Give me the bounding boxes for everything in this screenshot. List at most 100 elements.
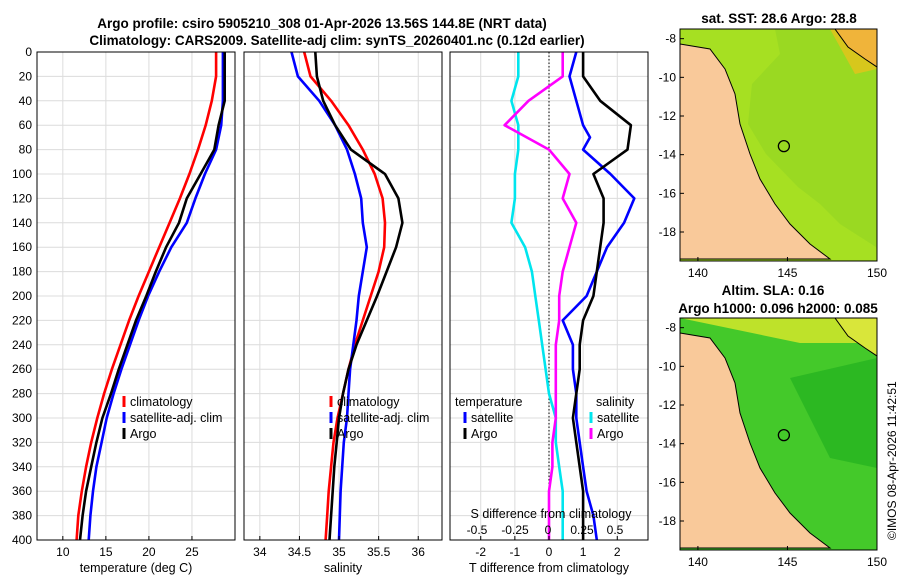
x-tick-label: 10: [56, 545, 70, 559]
legend-label-s-argo: Argo: [597, 427, 623, 441]
map-lat-label: -10: [659, 70, 677, 84]
map-lat-label: -8: [665, 321, 676, 335]
land-australia: [680, 43, 832, 260]
y-tick-label: 20: [19, 69, 33, 83]
s-diff-tick-label: 0: [545, 523, 552, 537]
sea-shade: [748, 29, 877, 251]
x-tick-label: 34.5: [288, 545, 312, 559]
legend-label-t-satellite: satellite: [471, 411, 513, 425]
x-axis-label: temperature (deg C): [80, 561, 193, 575]
sla-map-title-2: Argo h1000: 0.096 h2000: 0.085: [678, 301, 878, 316]
map-lat-label: -18: [659, 225, 677, 239]
series-line-argo: [78, 52, 226, 541]
temperature-legend: climatology satellite-adj. clim Argo: [122, 395, 222, 441]
y-tick-label: 180: [12, 265, 32, 279]
legend-title-salinity: salinity: [596, 395, 635, 409]
y-tick-label: 220: [12, 313, 32, 327]
y-tick-label: 380: [12, 509, 32, 523]
axes-frame: [36, 51, 236, 541]
y-tick-label: 160: [12, 240, 32, 254]
map-lat-label: -14: [659, 437, 677, 451]
profile-location-marker: [777, 429, 791, 442]
high-sla-patch: [680, 318, 877, 343]
x-tick-label: 0: [546, 545, 553, 559]
map-frame: [679, 28, 878, 262]
y-tick-label: 0: [25, 45, 32, 59]
legend-title-temperature: temperature: [455, 395, 522, 409]
timestamp: ©IMOS 08-Apr-2026 11:42:51: [885, 381, 899, 540]
y-tick-label: 260: [12, 362, 32, 376]
y-tick-label: 360: [12, 484, 32, 498]
x-tick-label: 34: [253, 545, 267, 559]
salinity-panel: 34 34.5 35 35.5 36 salinity: [243, 51, 443, 575]
x-axis-label: salinity: [324, 561, 363, 575]
legend-label-t-argo: Argo: [471, 427, 497, 441]
s-diff-tick-label: -0.25: [501, 523, 529, 537]
map-lon-label: 145: [777, 555, 797, 569]
legend-label-argo: Argo: [130, 427, 156, 441]
sst-map: -8 -10 -12 -14 -16 -18 140 145 150: [659, 28, 887, 280]
map-lat-label: -14: [659, 148, 677, 162]
sea-shade: [790, 358, 877, 468]
title-line-2: Climatology: CARS2009. Satellite-adj cli…: [89, 33, 584, 48]
sst-map-title: sat. SST: 28.6 Argo: 28.8: [701, 11, 857, 26]
series-line-satellite-adj-clim: [87, 52, 225, 541]
map-lat-label: -18: [659, 514, 677, 528]
difference-legend: temperature satellite Argo salinity sate…: [455, 395, 639, 441]
map-lat-label: -16: [659, 186, 677, 200]
sla-map-title-1: Altim. SLA: 0.16: [722, 283, 825, 298]
land-australia: [680, 332, 832, 549]
map-lon-label: 140: [688, 555, 708, 569]
series-line-argo: [314, 51, 404, 541]
series-line-s-argo: [503, 52, 578, 540]
map-lat-label: -8: [665, 32, 676, 46]
x-tick-label: -1: [510, 545, 521, 559]
y-tick-label: 200: [12, 289, 32, 303]
x-tick-label: 15: [99, 545, 113, 559]
profile-location-marker: [777, 140, 791, 153]
series-line-climatology: [75, 52, 218, 541]
y-tick-label: 320: [12, 435, 32, 449]
y-tick-label: 60: [19, 118, 33, 132]
land-png: [834, 29, 877, 68]
x-tick-label: -2: [475, 545, 486, 559]
series-line-climatology: [302, 51, 387, 541]
legend-label-satellite: satellite-adj. clim: [337, 411, 429, 425]
s-diff-tick-label: 0.5: [607, 523, 624, 537]
map-frame: [679, 317, 878, 551]
y-tick-label: 140: [12, 216, 32, 230]
title-line-1: Argo profile: csiro 5905210_308 01-Apr-2…: [97, 16, 546, 31]
x-tick-label: 35.5: [367, 545, 391, 559]
map-lon-label: 150: [867, 266, 887, 280]
legend-label-s-satellite: satellite: [597, 411, 639, 425]
legend-label-satellite: satellite-adj. clim: [130, 411, 222, 425]
x-tick-label: 36: [412, 545, 426, 559]
y-tick-label: 240: [12, 338, 32, 352]
map-lat-label: -12: [659, 398, 677, 412]
sla-map: -8 -10 -12 -14 -16 -18 140 145 150: [659, 317, 887, 569]
y-tick-label: 100: [12, 167, 32, 181]
s-diff-axis-label: S difference from climatology: [471, 507, 633, 521]
s-diff-tick-label: 0.25: [570, 523, 594, 537]
map-lat-label: -12: [659, 109, 677, 123]
map-lat-label: -16: [659, 475, 677, 489]
legend-label-climatology: climatology: [337, 395, 400, 409]
y-tick-label: 300: [12, 411, 32, 425]
y-tick-label: 80: [19, 143, 33, 157]
y-tick-label: 340: [12, 460, 32, 474]
salinity-legend: climatology satellite-adj. clim Argo: [329, 395, 429, 441]
y-tick-label: 40: [19, 94, 33, 108]
map-lat-label: -10: [659, 359, 677, 373]
x-axis-label: T difference from climatology: [469, 561, 630, 575]
series-line-t-argo: [571, 52, 633, 540]
map-lon-label: 150: [867, 555, 887, 569]
map-lon-label: 140: [688, 266, 708, 280]
y-tick-label: 280: [12, 387, 32, 401]
y-tick-label: 400: [12, 533, 32, 547]
x-tick-label: 25: [185, 545, 199, 559]
x-tick-label: 20: [142, 545, 156, 559]
legend-label-climatology: climatology: [130, 395, 193, 409]
y-tick-label: 120: [12, 191, 32, 205]
difference-panel: -2 -1 0 1 2 T difference from climatology S di…: [449, 51, 649, 575]
